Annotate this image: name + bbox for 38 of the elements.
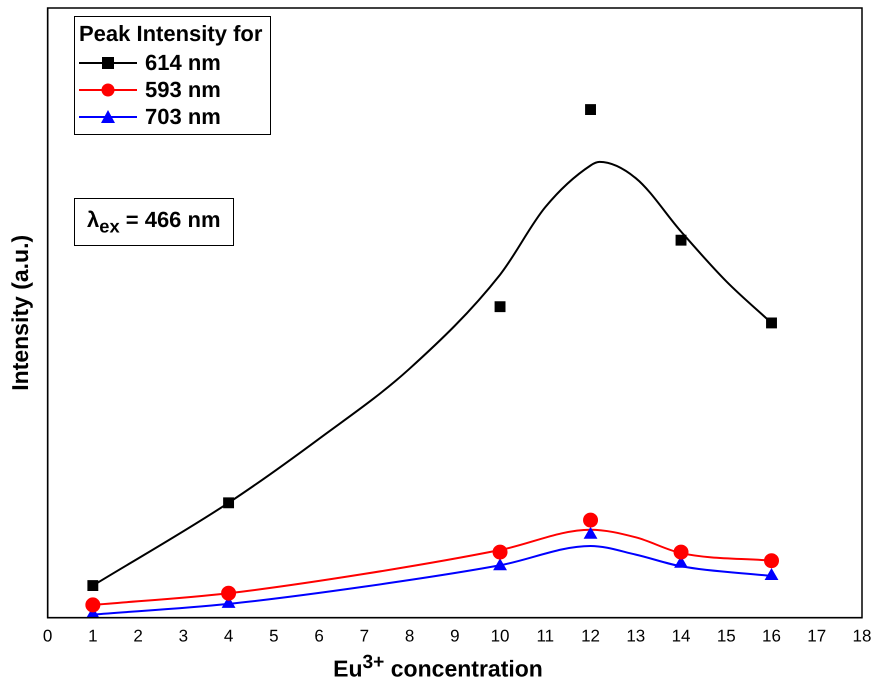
point (494, 301, 506, 312)
x-tick-label: 8 (404, 626, 414, 646)
x-tick-label: 5 (269, 626, 279, 646)
x-tick-label: 15 (716, 626, 736, 646)
x-tick-label: 6 (314, 626, 324, 646)
x-tick-label: 17 (807, 626, 826, 646)
point (674, 544, 689, 560)
legend-label: 593 nm (145, 76, 221, 102)
x-tick-label: 13 (626, 626, 646, 646)
point (766, 318, 777, 328)
legend-label: 703 nm (145, 104, 221, 130)
point (85, 597, 100, 612)
point (585, 104, 596, 116)
x-tick-label: 9 (450, 626, 460, 646)
x-tick-label: 12 (581, 626, 600, 646)
y-axis-title: Intensity (a.u.) (7, 234, 34, 391)
point (223, 497, 234, 508)
x-tick-label: 16 (762, 626, 781, 646)
x-tick-label: 10 (490, 626, 510, 646)
x-tick-label: 4 (224, 626, 234, 646)
point (676, 234, 686, 246)
point (221, 586, 236, 601)
point (87, 580, 98, 592)
point (492, 544, 508, 560)
x-tick-label: 11 (536, 626, 554, 646)
x-tick-label: 18 (852, 626, 872, 646)
legend-title: Peak Intensity for (79, 21, 262, 47)
x-tick-label: 7 (360, 626, 370, 646)
x-tick-label: 14 (672, 626, 690, 646)
annotation: λ$_{ex}$ = 466 nm (74, 198, 234, 246)
legend-label: 614 nm (145, 50, 221, 76)
x-tick-label: 2 (133, 626, 143, 646)
point (583, 512, 598, 528)
point (764, 553, 780, 568)
x-tick-label: 0 (42, 626, 52, 646)
x-tick-label: 1 (88, 626, 98, 646)
x-tick-label: 3 (178, 626, 188, 646)
x-axis-title: Eu$^{3+}$ concentration (332, 652, 544, 683)
